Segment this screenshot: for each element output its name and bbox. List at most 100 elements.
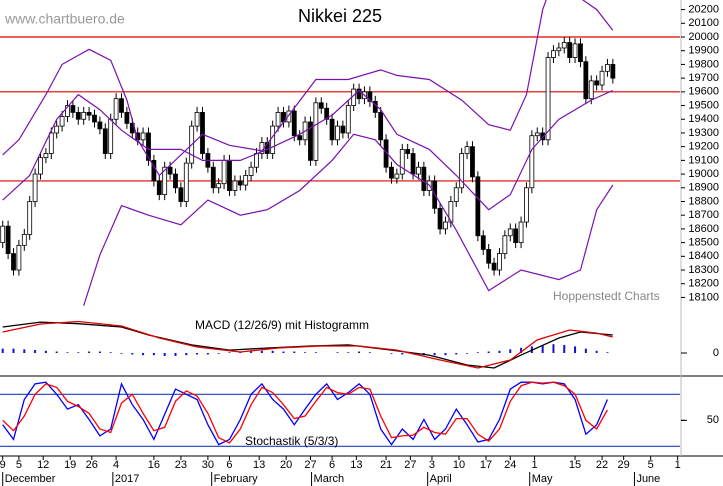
candle-body bbox=[556, 47, 562, 52]
candle-body bbox=[108, 118, 114, 154]
x-tick-label: 23 bbox=[175, 459, 187, 471]
candle-body bbox=[54, 125, 60, 134]
candle-body bbox=[470, 146, 475, 178]
candle-body bbox=[534, 132, 540, 137]
x-tick-label: 24 bbox=[504, 459, 516, 471]
candle-body bbox=[81, 111, 87, 120]
y-tick-label: 18800 bbox=[688, 195, 719, 207]
candle-body bbox=[497, 253, 502, 271]
x-tick-label: 4 bbox=[113, 459, 119, 471]
candle-body bbox=[394, 173, 400, 179]
source-label: Hoppenstedt Charts bbox=[553, 289, 660, 303]
x-tick-label: 3 bbox=[429, 459, 435, 471]
candle-body bbox=[491, 262, 497, 271]
candle-body bbox=[48, 132, 54, 154]
candle-body bbox=[443, 221, 448, 230]
y-tick-label: 18600 bbox=[688, 223, 719, 235]
candle-body bbox=[97, 121, 103, 130]
x-tick-label: 16 bbox=[148, 459, 160, 471]
candle-body bbox=[405, 149, 411, 154]
candle-body bbox=[464, 146, 470, 154]
candle-body bbox=[329, 118, 335, 141]
candle-body bbox=[92, 114, 97, 123]
candle-body bbox=[27, 201, 33, 235]
candle-body bbox=[540, 132, 546, 141]
y-tick-label: 20000 bbox=[688, 31, 719, 43]
y-tick-label: 19000 bbox=[688, 168, 719, 180]
x-tick-label: 21 bbox=[380, 459, 392, 471]
candle-body bbox=[583, 61, 589, 100]
month-label: 2017 bbox=[115, 473, 139, 485]
candle-body bbox=[167, 166, 173, 175]
x-tick-label: 15 bbox=[569, 459, 581, 471]
candle-body bbox=[32, 173, 38, 202]
candle-body bbox=[313, 102, 319, 161]
site-label: www.chartbuero.de bbox=[4, 11, 125, 27]
candle-body bbox=[38, 157, 43, 175]
candle-body bbox=[216, 183, 222, 189]
candle-body bbox=[194, 111, 200, 127]
candle-body bbox=[200, 111, 205, 154]
candle-body bbox=[389, 166, 394, 179]
candle-body bbox=[232, 180, 238, 191]
y-tick-label: 18200 bbox=[688, 278, 719, 290]
x-tick-label: 27 bbox=[404, 459, 416, 471]
candle-body bbox=[173, 173, 178, 189]
bollinger-band bbox=[2, 89, 614, 211]
y-tick-label: 18400 bbox=[688, 250, 719, 262]
panel-plot bbox=[0, 0, 680, 306]
panel-title: MACD (12/26/9) mit Histogramm bbox=[195, 318, 369, 332]
candle-body bbox=[146, 132, 151, 161]
candle-body bbox=[86, 111, 92, 116]
candle-body bbox=[605, 64, 610, 72]
candle-body bbox=[308, 121, 313, 161]
candle-body bbox=[324, 107, 330, 120]
candle-body bbox=[561, 42, 567, 49]
candle-body bbox=[416, 166, 421, 175]
candle-body bbox=[345, 105, 351, 134]
candle-body bbox=[502, 235, 508, 254]
candle-body bbox=[16, 244, 22, 271]
candle-body bbox=[475, 176, 481, 237]
candle-body bbox=[459, 153, 465, 189]
candle-body bbox=[275, 111, 281, 127]
y-tick-label: 19500 bbox=[688, 99, 719, 111]
candle-body bbox=[59, 116, 65, 127]
y-tick-label: 18100 bbox=[688, 291, 719, 303]
candle-body bbox=[594, 80, 600, 86]
candle-body bbox=[518, 221, 524, 244]
candle-body bbox=[178, 187, 184, 202]
candle-body bbox=[572, 43, 578, 58]
candle-body bbox=[367, 91, 373, 102]
x-tick-label: 13 bbox=[253, 459, 265, 471]
y-tick-label: 19700 bbox=[688, 72, 719, 84]
month-label: June bbox=[636, 473, 660, 485]
candle-body bbox=[437, 207, 443, 230]
month-label: February bbox=[214, 473, 259, 485]
candle-body bbox=[399, 149, 405, 175]
candle-body bbox=[567, 42, 573, 58]
candle-body bbox=[513, 228, 519, 244]
x-tick-label: 13 bbox=[350, 459, 362, 471]
candle-body bbox=[237, 180, 243, 186]
y-tick-label: 18500 bbox=[688, 237, 719, 249]
candle-body bbox=[410, 153, 416, 175]
candle-body bbox=[43, 153, 49, 159]
candle-body bbox=[0, 225, 6, 244]
candle-body bbox=[11, 253, 16, 271]
candle-body bbox=[578, 43, 583, 63]
y-tick-label: 19200 bbox=[688, 141, 719, 153]
candle-body bbox=[270, 125, 276, 154]
y-tick-label: 0 bbox=[713, 347, 719, 359]
y-tick-label: 18900 bbox=[688, 182, 719, 194]
candle-body bbox=[335, 125, 340, 141]
y-tick-label: 19400 bbox=[688, 113, 719, 125]
y-tick-label: 19100 bbox=[688, 154, 719, 166]
indicator-line bbox=[2, 381, 608, 446]
y-tick-label: 18700 bbox=[688, 209, 719, 221]
bollinger-band bbox=[2, 0, 614, 177]
candle-body bbox=[243, 175, 249, 186]
candle-body bbox=[254, 153, 259, 168]
month-label: March bbox=[314, 473, 345, 485]
candle-body bbox=[227, 159, 232, 191]
